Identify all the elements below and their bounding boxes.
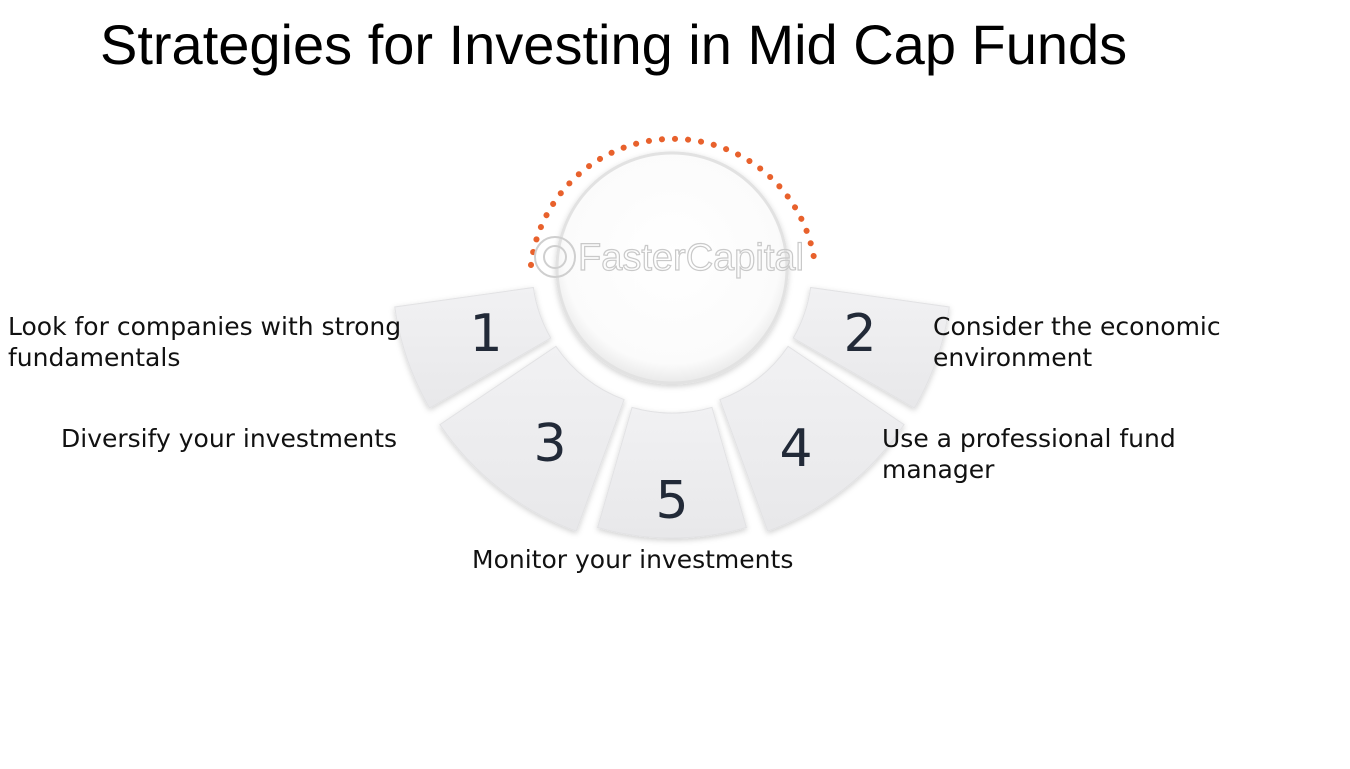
segment-number-5: 5 [655, 471, 688, 531]
strategy-label-3: Diversify your investments [61, 423, 421, 454]
strategy-label-1: Look for companies with strong fundament… [8, 311, 408, 373]
strategy-label-2: Consider the economic environment [933, 311, 1313, 373]
segment-number-2: 2 [843, 304, 876, 364]
wheel-segment-4 [719, 345, 905, 532]
wheel-segment-3 [439, 345, 625, 532]
segment-number-3: 3 [533, 414, 566, 474]
wheel-segment-2 [792, 286, 950, 409]
strategy-1-line-2: fundamentals [8, 343, 181, 372]
watermark-logo: FasterCapital [534, 236, 805, 280]
strategy-2-line-2: environment [933, 343, 1093, 372]
strategy-label-4: Use a professional fund manager [882, 423, 1262, 485]
page-title: Strategies for Investing in Mid Cap Fund… [100, 13, 1128, 76]
segment-number-1: 1 [469, 304, 502, 364]
wheel-segment-1 [394, 286, 552, 409]
strategy-4-line-1: Use a professional fund [882, 424, 1176, 453]
strategy-3-line-1: Diversify your investments [61, 424, 398, 453]
strategy-5-line-1: Monitor your investments [472, 545, 794, 574]
strategy-2-line-1: Consider the economic [933, 312, 1221, 341]
strategy-label-5: Monitor your investments [472, 544, 832, 575]
watermark-text: FasterCapital [578, 237, 804, 279]
wheel-segment-5 [596, 406, 748, 539]
strategy-4-line-2: manager [882, 455, 995, 484]
segment-number-4: 4 [779, 419, 812, 479]
dotted-arc-decoration [528, 135, 818, 268]
strategy-1-line-1: Look for companies with strong [8, 312, 402, 341]
